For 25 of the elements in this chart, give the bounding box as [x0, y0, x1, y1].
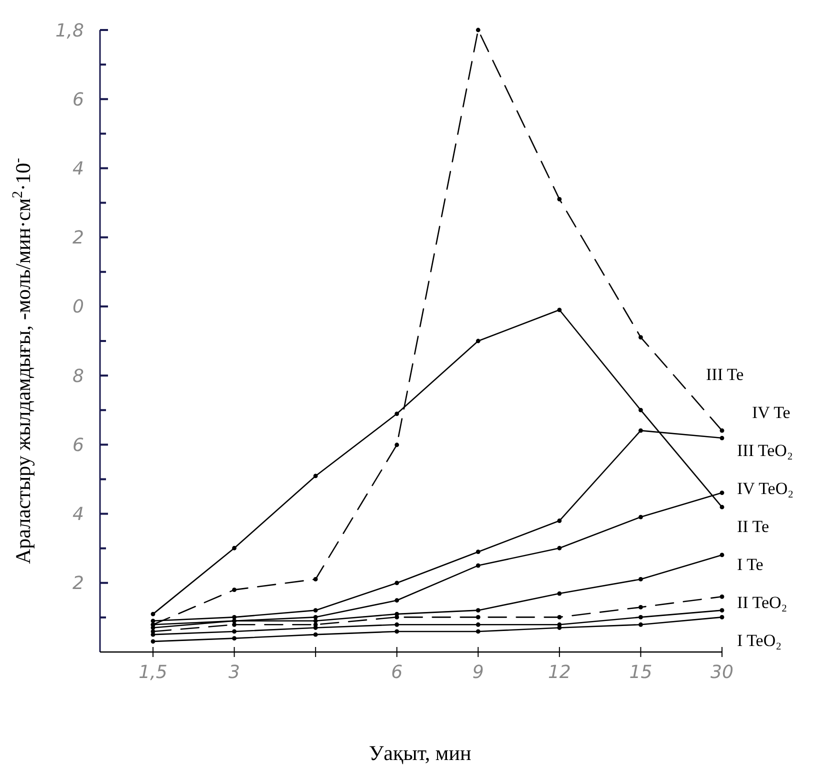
- text: 6: [72, 434, 84, 456]
- text: 6: [72, 89, 84, 110]
- text: 8: [72, 366, 84, 387]
- x-tick-label: 1,5: [138, 662, 168, 683]
- text: IV TeO₂: [737, 479, 794, 498]
- annotation: III Te: [706, 365, 744, 384]
- text: 1,8: [55, 20, 84, 42]
- text: II Te: [737, 517, 770, 536]
- text: 2: [72, 228, 84, 249]
- text: 2: [72, 573, 84, 594]
- text: II TeO₂: [737, 593, 788, 612]
- x-tick-label: 3: [228, 662, 240, 683]
- x-tick-label: 15: [629, 662, 652, 683]
- text: 4: [72, 158, 84, 180]
- x-tick-label: 12: [548, 662, 571, 683]
- text: IV Te: [752, 403, 790, 422]
- text: I Te: [737, 555, 764, 574]
- x-axis-title: Уақыт, мин: [368, 741, 472, 765]
- text: 0: [72, 296, 84, 318]
- x-tick-label: 6: [391, 662, 403, 683]
- x-tick-label: 9: [472, 662, 484, 683]
- text: I TeO₂: [737, 631, 782, 650]
- x-tick-label: 30: [710, 662, 734, 683]
- text: 4: [72, 504, 84, 526]
- text: III TeO₂: [737, 441, 793, 460]
